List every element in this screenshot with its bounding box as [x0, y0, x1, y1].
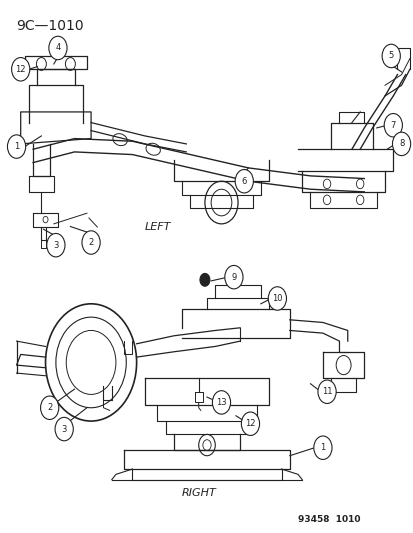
Circle shape — [199, 273, 209, 286]
Circle shape — [7, 135, 26, 158]
Text: 8: 8 — [398, 140, 403, 148]
Text: 5: 5 — [388, 52, 393, 60]
Circle shape — [224, 265, 242, 289]
Circle shape — [12, 58, 30, 81]
Circle shape — [49, 36, 67, 60]
Text: 11: 11 — [321, 387, 332, 396]
Text: 9: 9 — [231, 273, 236, 281]
Text: 1: 1 — [14, 142, 19, 151]
Text: 2: 2 — [47, 403, 52, 412]
Text: LEFT: LEFT — [145, 222, 171, 231]
Circle shape — [40, 396, 59, 419]
Text: 7: 7 — [390, 121, 395, 130]
Text: 9C—1010: 9C—1010 — [17, 19, 84, 33]
Circle shape — [212, 391, 230, 414]
Text: 6: 6 — [241, 177, 246, 185]
Circle shape — [268, 287, 286, 310]
Text: 12: 12 — [15, 65, 26, 74]
Circle shape — [235, 169, 253, 193]
Text: 2: 2 — [88, 238, 93, 247]
Text: 3: 3 — [53, 241, 58, 249]
Circle shape — [241, 412, 259, 435]
Text: 93458  1010: 93458 1010 — [297, 515, 360, 524]
Text: RIGHT: RIGHT — [182, 488, 216, 498]
Circle shape — [55, 417, 73, 441]
Text: 13: 13 — [216, 398, 226, 407]
Text: 12: 12 — [244, 419, 255, 428]
Circle shape — [317, 380, 335, 403]
Text: 1: 1 — [320, 443, 325, 452]
Circle shape — [313, 436, 331, 459]
Circle shape — [383, 114, 401, 137]
Circle shape — [381, 44, 399, 68]
Text: 4: 4 — [55, 44, 60, 52]
Text: 3: 3 — [62, 425, 66, 433]
Circle shape — [47, 233, 65, 257]
Circle shape — [82, 231, 100, 254]
Circle shape — [392, 132, 410, 156]
Text: 10: 10 — [271, 294, 282, 303]
